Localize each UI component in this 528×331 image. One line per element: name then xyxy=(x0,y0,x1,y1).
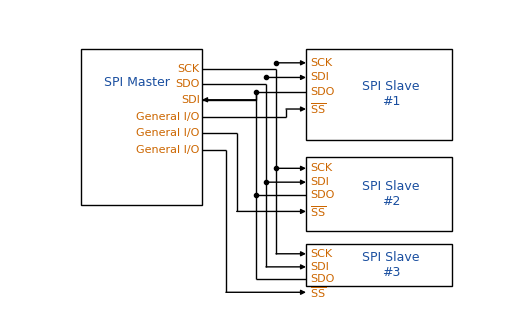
Text: $\overline{\mathsf{SS}}$: $\overline{\mathsf{SS}}$ xyxy=(310,204,326,219)
Text: SPI Master: SPI Master xyxy=(103,75,169,89)
Text: SPI Slave
#2: SPI Slave #2 xyxy=(362,180,419,208)
Text: General I/O: General I/O xyxy=(136,112,200,122)
Text: SDI: SDI xyxy=(181,95,200,105)
Bar xyxy=(306,49,452,140)
Text: SCK: SCK xyxy=(310,163,332,173)
Bar xyxy=(81,49,202,205)
Text: SCK: SCK xyxy=(310,58,332,68)
Text: General I/O: General I/O xyxy=(136,145,200,155)
Text: SPI Slave
#3: SPI Slave #3 xyxy=(362,251,419,279)
Text: SCK: SCK xyxy=(310,249,332,259)
Text: SDO: SDO xyxy=(310,274,334,284)
Bar xyxy=(306,244,452,286)
Text: General I/O: General I/O xyxy=(136,128,200,138)
Text: SDO: SDO xyxy=(175,79,200,89)
Text: SPI Slave
#1: SPI Slave #1 xyxy=(362,80,419,108)
Text: SCK: SCK xyxy=(177,64,200,74)
Text: SDI: SDI xyxy=(310,177,329,187)
Text: SDI: SDI xyxy=(310,72,329,82)
Text: SDO: SDO xyxy=(310,87,334,97)
Text: $\overline{\mathsf{SS}}$: $\overline{\mathsf{SS}}$ xyxy=(310,102,326,116)
Text: SDI: SDI xyxy=(310,262,329,272)
Text: SDO: SDO xyxy=(310,190,334,200)
Text: $\overline{\mathsf{SS}}$: $\overline{\mathsf{SS}}$ xyxy=(310,285,326,300)
Bar xyxy=(306,157,452,231)
